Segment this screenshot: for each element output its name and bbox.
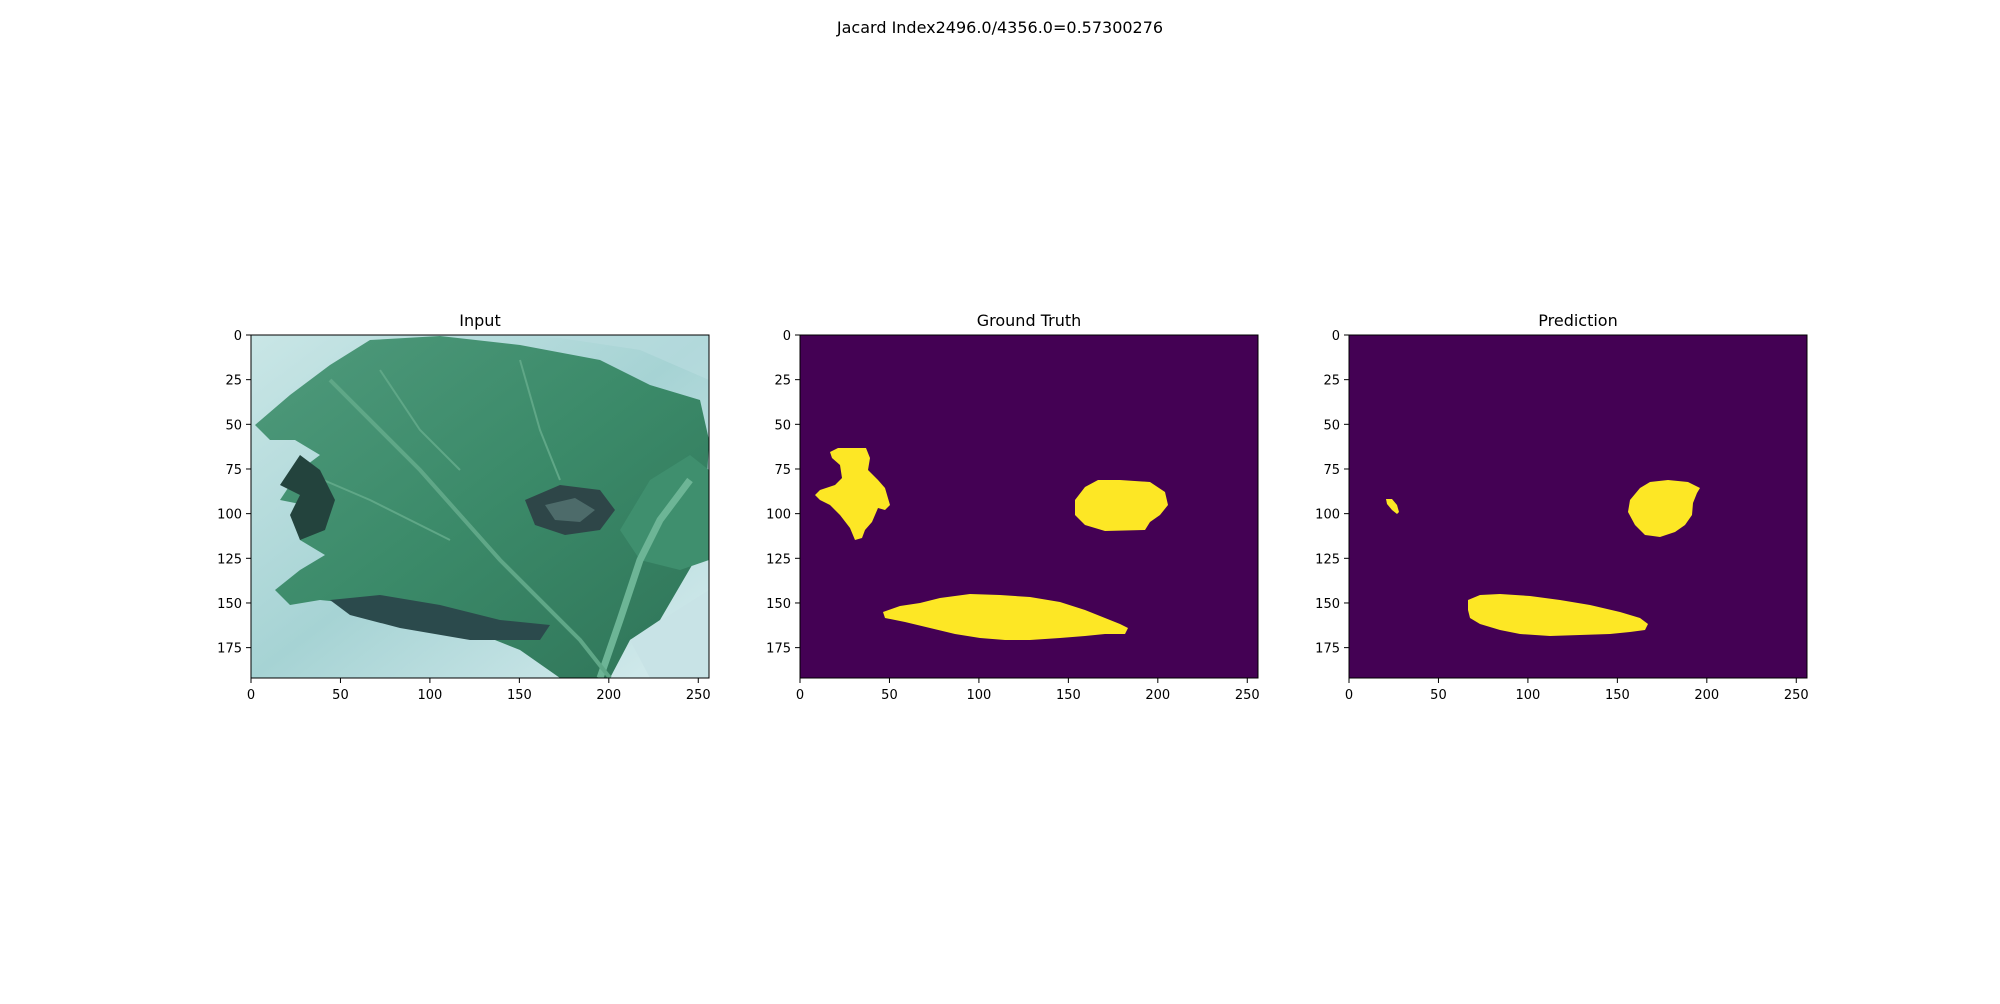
axes-frame bbox=[250, 334, 710, 679]
x-axis: 0 50 100 150 200 250 bbox=[796, 678, 1260, 703]
y-tick-label: 75 bbox=[225, 463, 242, 478]
y-tick-label: 25 bbox=[225, 374, 242, 389]
x-tick-label: 50 bbox=[1430, 688, 1447, 703]
x-tick-label: 250 bbox=[1784, 688, 1809, 703]
x-tick-label: 200 bbox=[1694, 688, 1719, 703]
mask-region bbox=[1386, 499, 1399, 514]
y-tick-label: 0 bbox=[1332, 329, 1340, 344]
x-tick-label: 250 bbox=[686, 688, 711, 703]
y-tick-label: 50 bbox=[225, 418, 242, 433]
panel-title: Prediction bbox=[1538, 311, 1617, 330]
x-tick-label: 150 bbox=[1605, 688, 1630, 703]
y-tick-label: 25 bbox=[774, 374, 791, 389]
x-tick-label: 50 bbox=[881, 688, 898, 703]
y-tick-label: 50 bbox=[1323, 418, 1340, 433]
x-tick-label: 0 bbox=[247, 688, 255, 703]
x-tick-label: 100 bbox=[417, 688, 442, 703]
y-tick-label: 175 bbox=[1315, 642, 1340, 657]
x-tick-label: 150 bbox=[507, 688, 532, 703]
x-tick-label: 200 bbox=[1145, 688, 1170, 703]
y-tick-label: 100 bbox=[1315, 508, 1340, 523]
mask-region bbox=[1075, 480, 1168, 531]
x-tick-label: 100 bbox=[966, 688, 991, 703]
y-tick-label: 125 bbox=[217, 552, 242, 567]
x-tick-label: 150 bbox=[1056, 688, 1081, 703]
mask-region bbox=[1628, 480, 1700, 537]
y-tick-label: 100 bbox=[217, 508, 242, 523]
y-tick-label: 125 bbox=[766, 552, 791, 567]
x-tick-label: 100 bbox=[1515, 688, 1540, 703]
mask-region bbox=[883, 594, 1128, 640]
leaf-image bbox=[251, 335, 709, 678]
x-tick-label: 250 bbox=[1235, 688, 1260, 703]
y-tick-label: 175 bbox=[217, 642, 242, 657]
axes-frame bbox=[1348, 334, 1808, 679]
axes-frame bbox=[799, 334, 1259, 679]
figure-suptitle: Jacard Index2496.0/4356.0=0.57300276 bbox=[836, 18, 1163, 37]
mask-region bbox=[815, 448, 890, 540]
y-tick-label: 175 bbox=[766, 642, 791, 657]
y-tick-label: 125 bbox=[1315, 552, 1340, 567]
x-tick-label: 0 bbox=[796, 688, 804, 703]
y-tick-label: 50 bbox=[774, 418, 791, 433]
x-tick-label: 50 bbox=[332, 688, 349, 703]
x-tick-label: 0 bbox=[1345, 688, 1353, 703]
mask-region bbox=[1468, 594, 1648, 636]
x-axis: 0 50 100 150 200 250 bbox=[247, 678, 711, 703]
y-tick-label: 150 bbox=[217, 597, 242, 612]
x-axis: 0 50 100 150 200 250 bbox=[1345, 678, 1809, 703]
panel-title: Input bbox=[459, 311, 500, 330]
panel-prediction: Prediction 0 50 100 150 200 250 0 25 50 75 100 125… bbox=[1315, 311, 1809, 703]
panel-title: Ground Truth bbox=[977, 311, 1082, 330]
y-tick-label: 25 bbox=[1323, 374, 1340, 389]
y-axis: 0 25 50 75 100 125 150 175 bbox=[1315, 329, 1349, 657]
y-tick-label: 0 bbox=[234, 329, 242, 344]
y-tick-label: 0 bbox=[783, 329, 791, 344]
y-tick-label: 75 bbox=[774, 463, 791, 478]
y-axis: 0 25 50 75 100 125 150 175 bbox=[766, 329, 800, 657]
y-tick-label: 150 bbox=[766, 597, 791, 612]
y-tick-label: 150 bbox=[1315, 597, 1340, 612]
panel-ground-truth: Ground Truth 0 50 100 150 200 250 0 25 50 75 100 1… bbox=[766, 311, 1260, 703]
x-tick-label: 200 bbox=[596, 688, 621, 703]
panel-input: Input 0 50 100 150 200 250 0 25 50 75 100 125 150 17… bbox=[217, 311, 711, 703]
y-axis: 0 25 50 75 100 125 150 175 bbox=[217, 329, 251, 657]
y-tick-label: 100 bbox=[766, 508, 791, 523]
y-tick-label: 75 bbox=[1323, 463, 1340, 478]
